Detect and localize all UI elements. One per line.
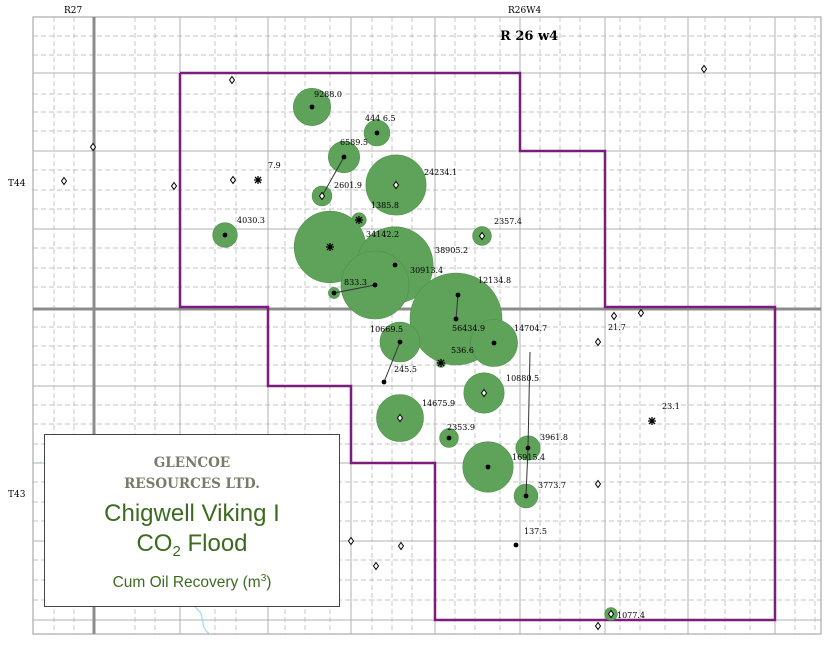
project-name: Chigwell Viking I bbox=[104, 500, 280, 527]
well-dot-icon bbox=[222, 232, 228, 238]
well-label: 4030.3 bbox=[237, 216, 265, 225]
abandoned-well-icon bbox=[637, 308, 645, 318]
well-label: 38905.2 bbox=[435, 246, 468, 255]
suspended-well-icon bbox=[594, 337, 602, 347]
well-dot-icon bbox=[397, 339, 403, 345]
abandoned-well-icon bbox=[594, 479, 602, 489]
well-label: 10880.5 bbox=[506, 374, 539, 383]
abandoned-well-icon bbox=[228, 75, 236, 85]
abandoned-well-icon bbox=[397, 541, 405, 551]
unit-boundary-inner bbox=[183, 75, 603, 304]
subject-subscript: 2 bbox=[172, 543, 181, 560]
abandoned-well-icon bbox=[170, 181, 178, 191]
injector-star-icon bbox=[326, 243, 334, 251]
well-label: 833.3 bbox=[344, 278, 367, 287]
deviated-well-path bbox=[383, 341, 401, 383]
well-label: 6589.5 bbox=[340, 138, 368, 147]
well-labels: 9288.0 444 6.5 6589.5 7.9 24234.1 2601.9 1385.… bbox=[237, 90, 680, 620]
well-dot-icon bbox=[309, 104, 315, 110]
well-label: 56434.9 bbox=[452, 324, 485, 333]
well-label: 137.5 bbox=[524, 527, 547, 536]
company-line-2: RESOURCES LTD. bbox=[124, 476, 260, 492]
well-label: 3773.7 bbox=[538, 481, 566, 490]
well-label: 16915.4 bbox=[512, 453, 545, 462]
well-label: 536.6 bbox=[451, 346, 474, 355]
well-label: 10669.5 bbox=[370, 325, 403, 334]
wells-layer bbox=[60, 64, 708, 631]
well-label: 34142.2 bbox=[366, 230, 399, 239]
well-label: 1077.4 bbox=[617, 611, 645, 620]
well-dot-icon bbox=[372, 282, 378, 288]
injector-star-icon bbox=[437, 359, 445, 367]
well-dot-icon bbox=[491, 340, 497, 346]
range-label-west: R27 bbox=[64, 6, 83, 16]
company-name: GLENCOE RESOURCES LTD. bbox=[45, 453, 339, 495]
caption-prefix: Cum Oil Recovery (m bbox=[112, 574, 261, 591]
abandoned-well-icon bbox=[229, 175, 237, 185]
abandoned-well-icon bbox=[700, 64, 708, 74]
caption-superscript: 3 bbox=[260, 573, 267, 584]
well-label: 2353.9 bbox=[447, 423, 475, 432]
project-subject: CO2 Flood bbox=[45, 529, 339, 567]
well-dot-icon bbox=[453, 316, 459, 322]
deviated-well-path bbox=[455, 294, 459, 320]
well-dot-icon bbox=[455, 292, 461, 298]
suspended-well-icon bbox=[396, 413, 404, 423]
well-label: 2357.4 bbox=[494, 217, 522, 226]
well-dot-icon bbox=[331, 290, 337, 296]
range-title: R 26 w4 bbox=[500, 29, 558, 44]
well-dot-icon bbox=[525, 445, 531, 451]
suspended-well-icon bbox=[607, 609, 615, 619]
deviated-well-paths bbox=[321, 156, 531, 497]
well-label: 7.9 bbox=[268, 161, 281, 170]
well-label: 245.5 bbox=[394, 365, 417, 374]
map-caption: Cum Oil Recovery (m3) bbox=[45, 568, 339, 594]
deviated-well-path bbox=[333, 284, 376, 294]
well-label: 21.7 bbox=[608, 323, 626, 332]
well-dot-icon bbox=[513, 542, 519, 548]
well-label: 12134.8 bbox=[478, 276, 511, 285]
abandoned-well-icon bbox=[594, 621, 602, 631]
well-label: 14675.9 bbox=[422, 399, 455, 408]
suspended-well-icon bbox=[478, 231, 486, 241]
well-label: 3961.8 bbox=[540, 433, 568, 442]
company-line-1: GLENCOE bbox=[153, 455, 231, 471]
deviated-well-path bbox=[321, 156, 345, 197]
well-label: 444 6.5 bbox=[365, 114, 396, 123]
well-label: 23.1 bbox=[662, 402, 680, 411]
abandoned-well-icon bbox=[89, 142, 97, 152]
injector-star-icon bbox=[254, 176, 262, 184]
well-dot-icon bbox=[374, 130, 380, 136]
well-label: 30913.4 bbox=[410, 266, 443, 275]
abandoned-well-icon bbox=[60, 176, 68, 186]
well-dot-icon bbox=[446, 435, 452, 441]
injector-star-icon bbox=[648, 417, 656, 425]
abandoned-well-icon bbox=[610, 311, 618, 321]
well-dot-icon bbox=[341, 154, 347, 160]
unit-boundary bbox=[178, 71, 777, 622]
suspended-well-icon bbox=[480, 388, 488, 398]
well-label: 9288.0 bbox=[314, 90, 342, 99]
well-label: 14704.7 bbox=[514, 324, 547, 333]
range-label-east: R26W4 bbox=[508, 6, 541, 16]
suspended-well-icon bbox=[392, 180, 400, 190]
suspended-well-icon bbox=[318, 191, 326, 201]
subject-prefix: CO bbox=[136, 530, 173, 557]
legend-box: GLENCOE RESOURCES LTD. Chigwell Viking I… bbox=[44, 434, 340, 607]
well-dot-icon bbox=[485, 464, 491, 470]
township-label-north: T44 bbox=[8, 179, 26, 189]
well-label: 2601.9 bbox=[334, 181, 362, 190]
injector-star-icon bbox=[355, 216, 363, 224]
subject-suffix: Flood bbox=[180, 530, 248, 557]
well-dot-icon bbox=[523, 493, 529, 499]
well-dot-icon bbox=[381, 379, 387, 385]
well-label: 24234.1 bbox=[424, 168, 457, 177]
abandoned-well-icon bbox=[347, 536, 355, 546]
township-label-south: T43 bbox=[8, 490, 26, 500]
well-label: 1385.8 bbox=[371, 201, 399, 210]
caption-suffix: ) bbox=[266, 574, 272, 591]
well-dot-icon bbox=[392, 262, 398, 268]
abandoned-well-icon bbox=[372, 561, 380, 571]
